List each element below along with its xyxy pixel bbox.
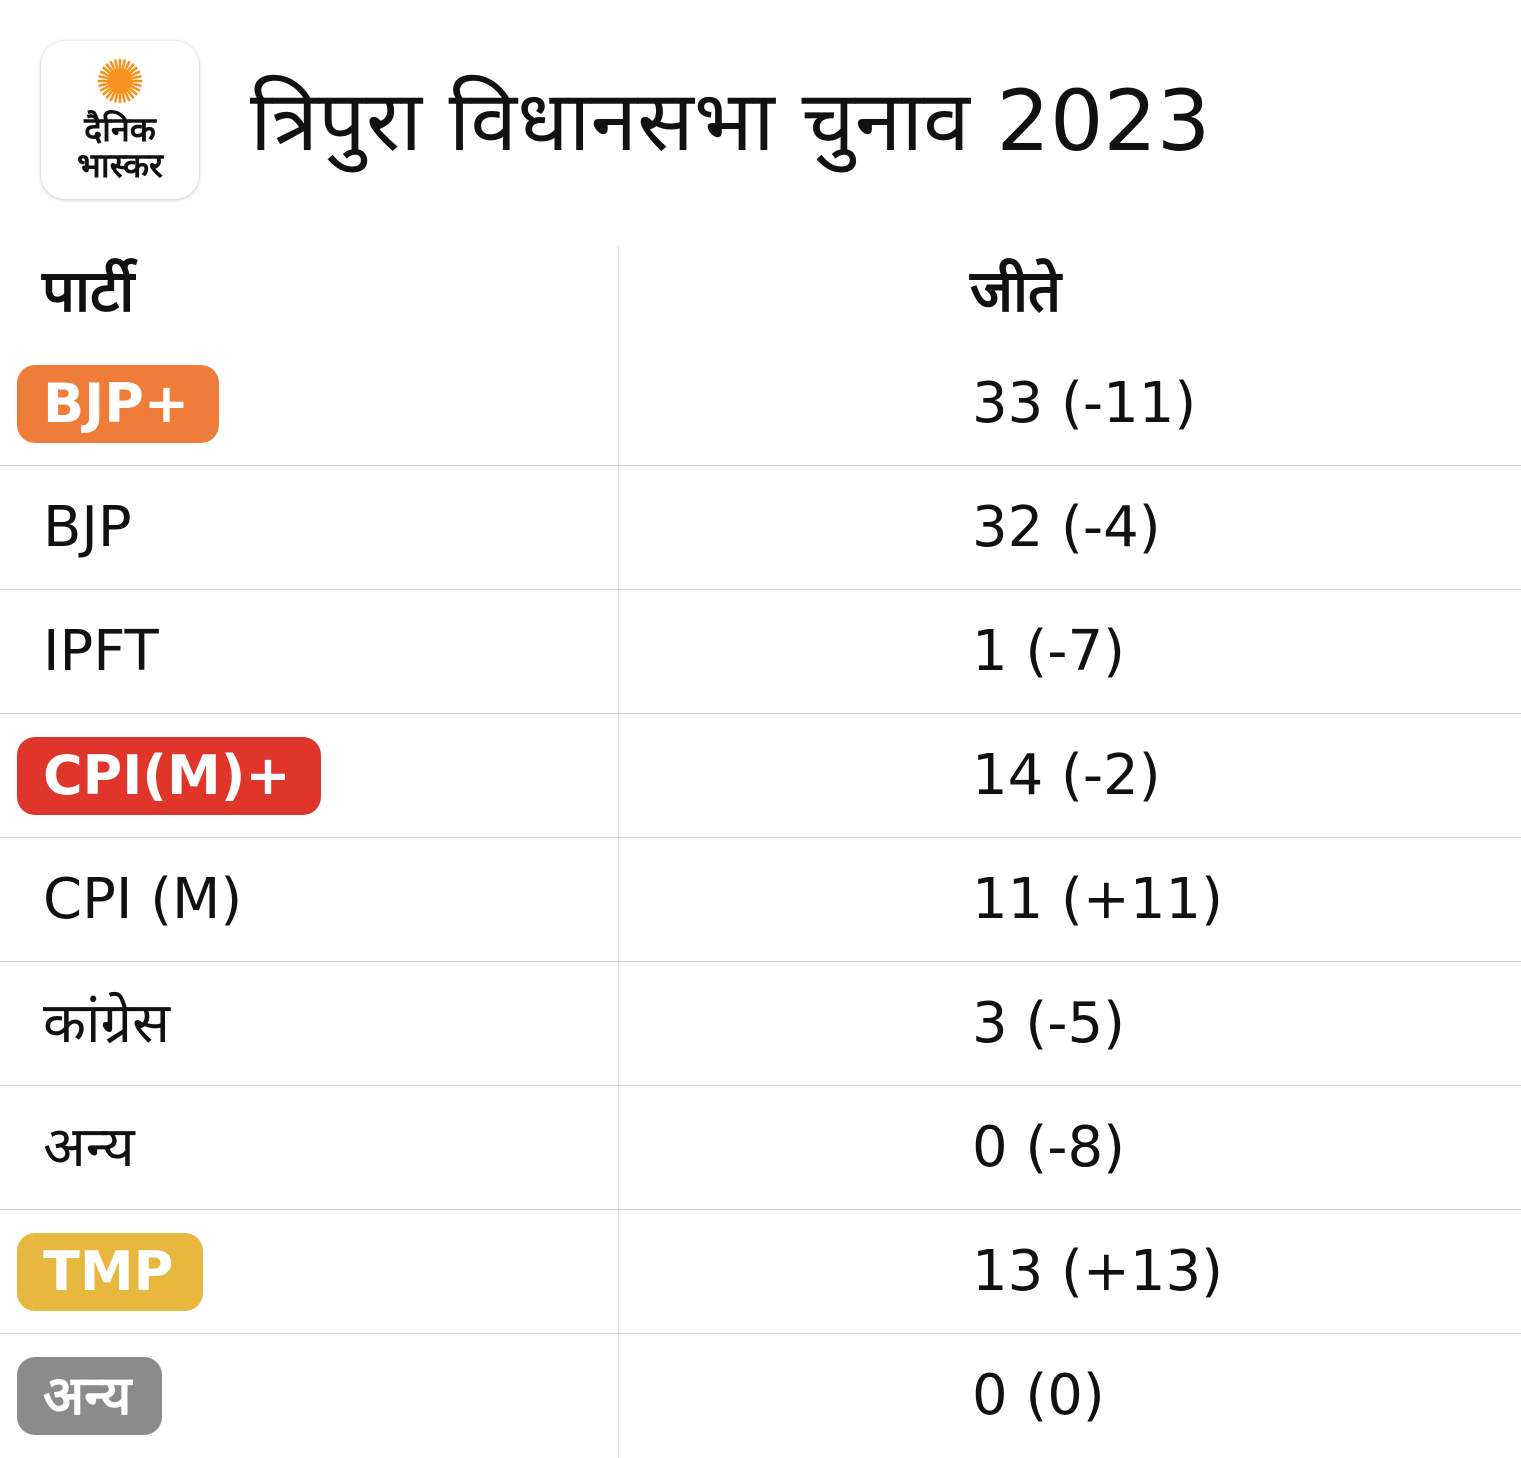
column-divider [618,246,619,1458]
table-row: IPFT 1 (-7) [0,590,1521,714]
party-name: IPFT [43,619,159,684]
party-badge: CPI(M)+ [17,737,321,815]
table-row: अन्य 0 (0) [0,1334,1521,1458]
seats-won: 1 (-7) [972,619,1125,684]
seats-won: 11 (+11) [972,867,1223,932]
seats-won: 0 (-8) [972,1115,1125,1180]
table-row: CPI(M)+ 14 (-2) [0,714,1521,838]
table-row: BJP+ 33 (-11) [0,342,1521,466]
seats-won: 3 (-5) [972,991,1125,1056]
table-row: BJP 32 (-4) [0,466,1521,590]
party-badge: BJP+ [17,365,220,443]
logo-text-line1: दैनिक [83,109,158,150]
table-row: कांग्रेस 3 (-5) [0,962,1521,1086]
dainik-bhaskar-logo: दैनिक भास्कर [41,41,199,199]
party-badge: अन्य [17,1357,162,1435]
table-row: CPI (M) 11 (+11) [0,838,1521,962]
sun-icon: दैनिक भास्कर [77,58,164,186]
logo-text-line2: भास्कर [77,146,164,186]
party-badge: TMP [17,1233,204,1311]
party-name: BJP [43,495,132,560]
results-table: पार्टी जीते BJP+ 33 (-11) BJP 32 (-4) IPFT 1 … [0,246,1521,1458]
seats-won: 33 (-11) [972,371,1197,436]
seats-won: 13 (+13) [972,1239,1223,1304]
table-row: TMP 13 (+13) [0,1210,1521,1334]
column-header-won: जीते [970,257,1062,325]
party-name: अन्य [43,1115,135,1180]
seats-won: 32 (-4) [972,495,1161,560]
column-header-party: पार्टी [42,257,135,325]
seats-won: 14 (-2) [972,743,1161,808]
party-name: CPI (M) [43,867,243,932]
seats-won: 0 (0) [972,1363,1105,1428]
party-name: कांग्रेस [43,991,170,1056]
page-title: त्रिपुरा विधानसभा चुनाव 2023 [250,72,1211,170]
table-row: अन्य 0 (-8) [0,1086,1521,1210]
